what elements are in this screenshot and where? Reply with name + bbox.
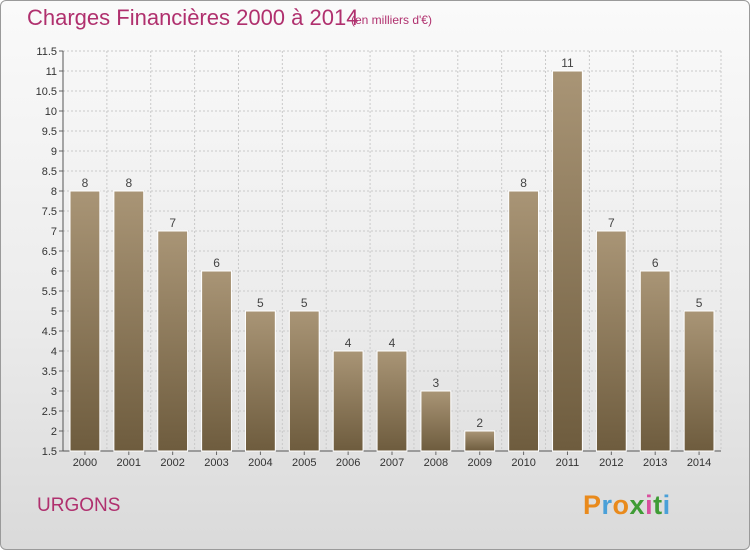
x-tick-label: 2005 <box>292 457 316 469</box>
bar-2008 <box>420 390 452 452</box>
data-label: 4 <box>389 336 396 350</box>
y-tick-label: 6 <box>51 266 57 278</box>
data-label: 5 <box>301 296 308 310</box>
bar-2002 <box>157 230 189 452</box>
y-tick-label: 11 <box>46 66 57 78</box>
chart-title: Charges Financières 2000 à 2014 <box>27 5 359 30</box>
y-tick-label: 5 <box>51 306 57 318</box>
x-tick-label: 2003 <box>204 457 228 469</box>
proxiti-logo: Proxiti <box>583 490 671 520</box>
bar-2012 <box>595 230 627 452</box>
data-label: 7 <box>608 216 615 230</box>
x-tick-label: 2006 <box>336 457 360 469</box>
bar-2014 <box>683 310 715 452</box>
x-tick-label: 2011 <box>556 457 580 469</box>
x-tick-label: 2014 <box>687 457 711 469</box>
y-tick-label: 1.5 <box>42 446 57 458</box>
bar-2007 <box>376 350 408 452</box>
data-label: 5 <box>696 296 703 310</box>
data-label: 3 <box>433 376 440 390</box>
bar-2000 <box>69 190 101 452</box>
y-tick-label: 8 <box>51 186 57 198</box>
x-tick-label: 2009 <box>467 457 491 469</box>
bar-2006 <box>332 350 364 452</box>
data-label: 7 <box>169 216 176 230</box>
bar-2013 <box>639 270 671 452</box>
bar-2005 <box>288 310 320 452</box>
y-tick-label: 5.5 <box>42 286 57 298</box>
x-tick-label: 2004 <box>248 457 272 469</box>
y-tick-label: 2.5 <box>42 406 57 418</box>
y-tick-label: 8.5 <box>42 166 57 178</box>
data-label: 6 <box>652 256 659 270</box>
labels: 1.5 2 2.5 3 3.5 4 4.5 5 5.5 6 6.5 7 7.5 8 8.5 9 9.5 10 10.… <box>36 46 712 469</box>
y-tick-label: 10 <box>45 106 57 118</box>
data-label: 5 <box>257 296 264 310</box>
x-tick-label: 2008 <box>424 457 448 469</box>
bar-2004 <box>244 310 276 452</box>
x-tick-label: 2012 <box>599 457 623 469</box>
bar-2009 <box>464 430 496 452</box>
bar-2003 <box>201 270 232 452</box>
data-label: 8 <box>125 176 132 190</box>
y-tick-label: 4 <box>51 346 57 358</box>
x-tick-label: 2001 <box>117 457 141 469</box>
y-tick-label: 9.5 <box>42 126 57 138</box>
chart-subtitle: (en milliers d'€) <box>351 13 432 27</box>
x-tick-label: 2000 <box>73 457 97 469</box>
data-label: 8 <box>520 176 527 190</box>
y-tick-label: 7 <box>51 226 57 238</box>
bar-2001 <box>113 190 145 452</box>
bars <box>69 70 715 452</box>
y-tick-label: 2 <box>51 426 57 438</box>
bar-2010 <box>508 190 540 452</box>
y-tick-label: 3.5 <box>42 366 57 378</box>
y-tick-label: 11.5 <box>36 46 57 58</box>
x-tick-label: 2002 <box>160 457 184 469</box>
place-name: URGONS <box>37 495 121 516</box>
y-tick-label: 3 <box>51 386 57 398</box>
data-label: 4 <box>345 336 352 350</box>
y-tick-label: 10.5 <box>36 86 57 98</box>
y-tick-label: 7.5 <box>42 206 57 218</box>
y-tick-label: 6.5 <box>42 246 57 258</box>
data-label: 8 <box>82 176 89 190</box>
x-tick-label: 2007 <box>380 457 404 469</box>
data-label: 2 <box>476 416 483 430</box>
bar-2011 <box>552 70 583 452</box>
y-tick-label: 4.5 <box>42 326 57 338</box>
x-tick-label: 2013 <box>643 457 667 469</box>
data-label: 11 <box>561 56 574 70</box>
y-tick-label: 9 <box>51 146 57 158</box>
data-label: 6 <box>213 256 220 270</box>
x-tick-label: 2010 <box>511 457 535 469</box>
